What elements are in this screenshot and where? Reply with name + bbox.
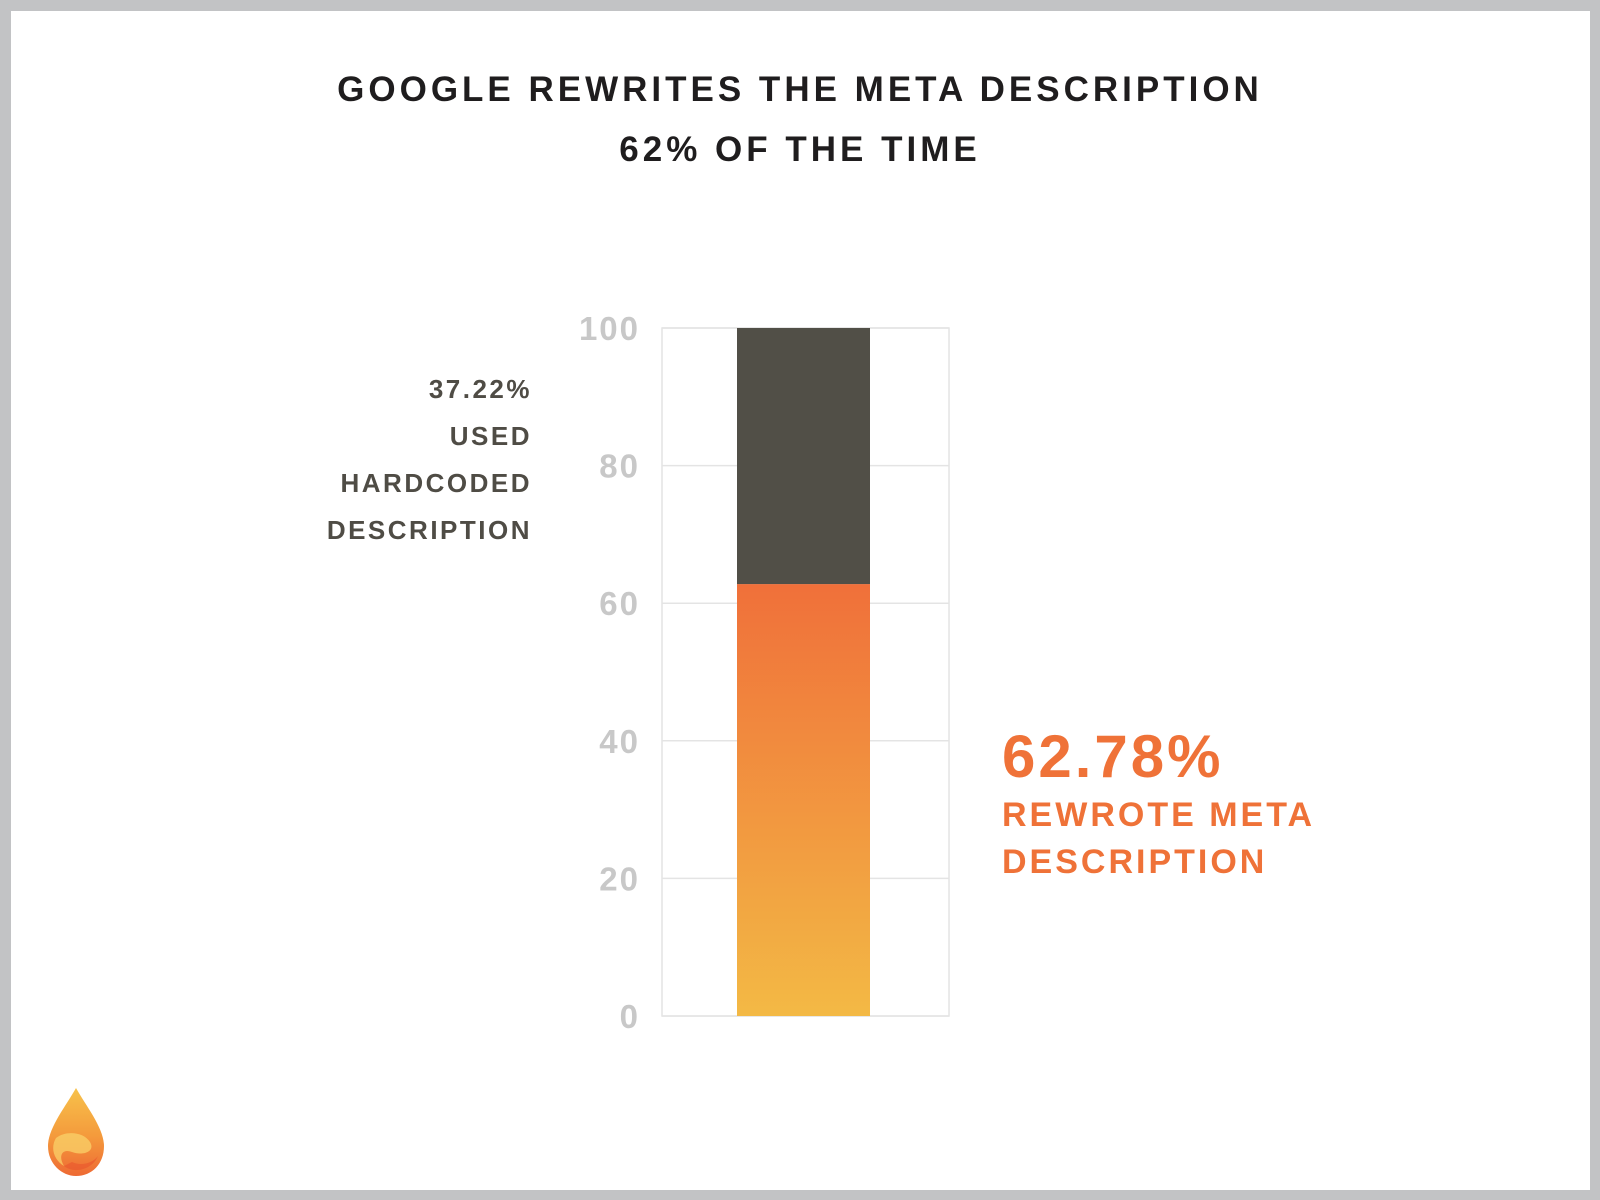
y-tick-label-20: 20 bbox=[599, 860, 640, 897]
hardcoded-description-label: 37.22% USED HARDCODED DESCRIPTION bbox=[327, 366, 532, 554]
rewrote-label-line-2: DESCRIPTION bbox=[1002, 843, 1268, 881]
y-tick-label-100: 100 bbox=[579, 310, 640, 347]
bar-segment-hardcoded bbox=[737, 328, 870, 585]
y-tick-label-40: 40 bbox=[599, 723, 640, 760]
hardcoded-label-line-3: DESCRIPTION bbox=[326, 515, 532, 545]
hardcoded-label-line-2: HARDCODED bbox=[340, 468, 532, 498]
y-tick-label-0: 0 bbox=[620, 998, 640, 1035]
flame-drop-logo-icon bbox=[48, 1088, 104, 1176]
chart-title-line-2: 62% OF THE TIME bbox=[619, 130, 981, 169]
y-tick-label-80: 80 bbox=[599, 448, 640, 485]
hardcoded-percent: 37.22% bbox=[428, 374, 532, 404]
rewrote-percent: 62.78% bbox=[1002, 723, 1224, 790]
rewrote-description-label: 62.78% REWROTE META DESCRIPTION bbox=[1002, 722, 1315, 886]
chart-title-line-1: GOOGLE REWRITES THE META DESCRIPTION bbox=[337, 70, 1263, 109]
hardcoded-label-line-1: USED bbox=[449, 421, 532, 451]
bar-segments bbox=[737, 328, 870, 1016]
y-axis-ticks: 0 20 40 60 80 100 bbox=[579, 310, 640, 1035]
bar-segment-rewrote bbox=[737, 584, 870, 1016]
y-tick-label-60: 60 bbox=[599, 585, 640, 622]
rewrote-label-line-1: REWROTE META bbox=[1002, 796, 1316, 834]
